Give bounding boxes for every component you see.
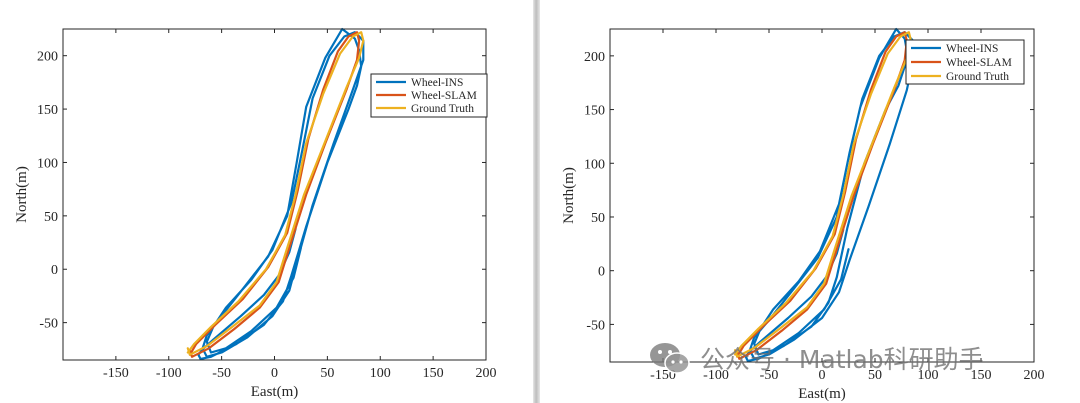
x-axis-label: East(m)	[798, 386, 845, 402]
y-tick-label: 50	[44, 210, 58, 225]
wechat-icon	[650, 343, 690, 374]
series-line-wheel-slam	[188, 31, 361, 358]
legend-label-wheel-slam: Wheel-SLAM	[946, 57, 1012, 69]
y-tick-label: 0	[598, 265, 605, 280]
y-axis-label: North(m)	[561, 167, 577, 224]
series-line-wheel-slam	[736, 31, 908, 360]
series-line-ground-truth	[734, 31, 913, 358]
x-tick-label: -100	[156, 366, 182, 381]
chart-2: -150 -100 -50 0 50 100 150 200 -50 0 50 100 150 200 Ea…	[561, 27, 1045, 402]
x-tick-label: -50	[212, 366, 231, 381]
x-tick-label: 150	[423, 366, 444, 381]
x-tick-label: 100	[370, 366, 391, 381]
x-tick-label: -50	[760, 368, 779, 383]
series-line-wheel-ins	[744, 27, 915, 362]
x-tick-label: 200	[1024, 368, 1045, 383]
y-axis-label: North(m)	[14, 166, 30, 223]
legend-label-ground-truth: Ground Truth	[411, 103, 474, 115]
y-tick-label: 0	[51, 263, 58, 278]
watermark-text: 公众号 · Matlab科研助手	[700, 345, 984, 374]
x-tick-label: 100	[918, 368, 939, 383]
legend-label-ground-truth: Ground Truth	[946, 71, 1009, 83]
y-tick-label: -50	[586, 318, 605, 333]
window-divider	[533, 0, 540, 403]
legend-label-wheel-slam: Wheel-SLAM	[411, 90, 477, 102]
series-line-ground-truth	[186, 31, 365, 356]
watermark: 公众号 · Matlab科研助手	[646, 338, 984, 378]
y-tick-label: 200	[584, 50, 605, 65]
x-tick-label: -150	[650, 368, 676, 383]
x-tick-label: 150	[971, 368, 992, 383]
x-tick-label: 0	[271, 366, 278, 381]
x-tick-label: 0	[819, 368, 826, 383]
legend: Wheel-INS Wheel-SLAM Ground Truth	[905, 39, 1025, 85]
y-tick-label: 150	[37, 103, 58, 118]
y-tick-label: 100	[37, 156, 58, 171]
x-tick-label: -100	[703, 368, 729, 383]
y-tick-label: 50	[591, 211, 605, 226]
y-tick-label: -50	[39, 317, 58, 332]
legend-label-wheel-ins: Wheel-INS	[411, 77, 463, 89]
y-tick-label: 150	[584, 104, 605, 119]
x-tick-label: -150	[103, 366, 129, 381]
series-line-wheel-ins	[197, 27, 365, 360]
x-tick-label: 50	[320, 366, 334, 381]
y-tick-label: 200	[37, 50, 58, 65]
y-tick-label: 100	[584, 157, 605, 172]
x-tick-label: 200	[476, 366, 497, 381]
x-axis-label: East(m)	[251, 384, 298, 400]
x-tick-label: 50	[868, 368, 882, 383]
chart-1: -150 -100 -50 0 50 100 150 200 -50 0 50 100 150 200 Ea…	[14, 27, 497, 400]
legend-label-wheel-ins: Wheel-INS	[946, 43, 998, 55]
